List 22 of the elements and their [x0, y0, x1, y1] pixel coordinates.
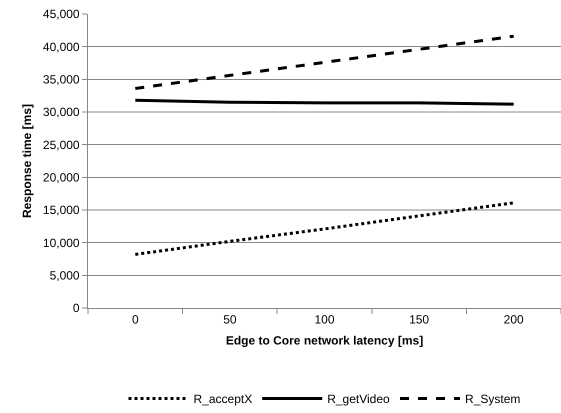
y-tick-label: 40,000: [42, 40, 80, 54]
legend-label: R_acceptX: [194, 392, 252, 406]
line-series: [134, 201, 516, 256]
line-series: [134, 34, 516, 90]
y-tick-label: 15,000: [42, 203, 80, 218]
x-tick-label: 0: [132, 312, 139, 326]
y-tick-label: 30,000: [42, 105, 80, 120]
legend-label: R_getVideo: [327, 392, 390, 406]
x-tick-label: 100: [314, 312, 335, 326]
y-tick-label: 25,000: [42, 138, 80, 152]
x-axis-title: Edge to Core network latency [ms]: [226, 333, 424, 348]
y-tick-label: 0: [72, 301, 80, 316]
y-axis-title: Response time [ms]: [20, 104, 34, 218]
y-tick-label: 20,000: [42, 170, 80, 185]
x-tick-label: 50: [223, 312, 237, 326]
legend-label: R_System: [465, 392, 520, 406]
y-tick-label: 5,000: [50, 268, 80, 283]
y-tick-label: 35,000: [42, 72, 80, 87]
x-tick-label: 200: [504, 312, 524, 326]
y-tick-label: 10,000: [42, 236, 80, 250]
x-tick-label: 150: [409, 312, 430, 326]
y-tick-label: 45,000: [42, 7, 80, 22]
